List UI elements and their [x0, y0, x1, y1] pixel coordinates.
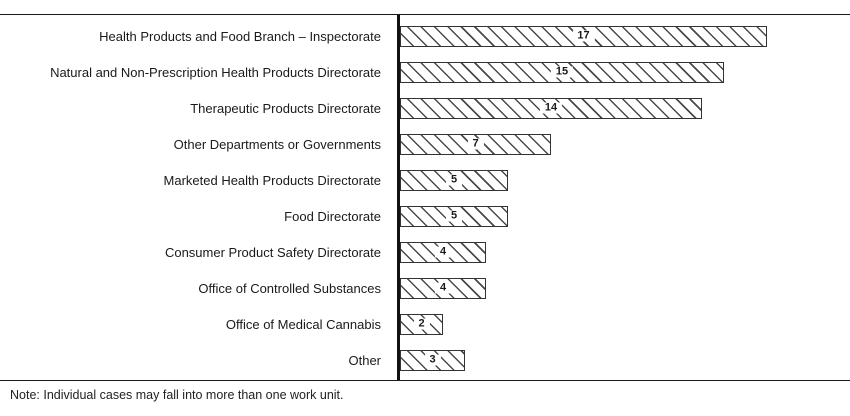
bar-cell: 14	[390, 97, 850, 119]
category-label: Other	[348, 352, 381, 368]
bar-cell: 2	[390, 313, 850, 335]
bar: 4	[400, 277, 486, 299]
bar-cell: 7	[390, 133, 850, 155]
bar: 17	[400, 25, 767, 47]
bar-value-label: 3	[424, 354, 441, 366]
bar-cell: 15	[390, 61, 850, 83]
category-label: Office of Controlled Substances	[198, 280, 381, 296]
bar: 3	[400, 349, 465, 371]
bar-value-label: 7	[467, 138, 484, 150]
chart-row: Food Directorate 5	[0, 198, 850, 234]
bar: 14	[400, 97, 702, 119]
bar-cell: 17	[390, 25, 850, 47]
bar-value-label: 5	[445, 210, 463, 222]
chart-rows: Health Products and Food Branch – Inspec…	[0, 18, 850, 378]
bar-cell: 3	[390, 349, 850, 371]
bottom-rule	[0, 380, 850, 381]
chart-row: Other 3	[0, 342, 850, 378]
bar: 7	[400, 133, 551, 155]
top-rule	[0, 14, 850, 15]
bar-cell: 5	[390, 169, 850, 191]
bar-value-label: 15	[550, 66, 574, 78]
bar-cell: 4	[390, 241, 850, 263]
chart-row: Natural and Non-Prescription Health Prod…	[0, 54, 850, 90]
bar: 4	[400, 241, 486, 263]
bar: 5	[400, 205, 508, 227]
category-label: Marketed Health Products Directorate	[163, 172, 381, 188]
chart-row: Office of Controlled Substances 4	[0, 270, 850, 306]
plot-area: Health Products and Food Branch – Inspec…	[0, 15, 850, 380]
bar-value-label: 17	[572, 30, 595, 42]
bar-cell: 4	[390, 277, 850, 299]
bar-value-label: 5	[445, 174, 463, 186]
category-label: Therapeutic Products Directorate	[190, 100, 381, 116]
chart-row: Consumer Product Safety Directorate 4	[0, 234, 850, 270]
category-label: Health Products and Food Branch – Inspec…	[99, 28, 381, 44]
chart-note: Note: Individual cases may fall into mor…	[10, 388, 344, 402]
chart-row: Therapeutic Products Directorate 14	[0, 90, 850, 126]
chart-row: Office of Medical Cannabis 2	[0, 306, 850, 342]
bar: 15	[400, 61, 724, 83]
bar-value-label: 4	[434, 246, 452, 258]
vertical-axis-line	[397, 15, 400, 380]
category-label: Other Departments or Governments	[173, 136, 381, 152]
chart-row: Health Products and Food Branch – Inspec…	[0, 18, 850, 54]
bar-value-label: 4	[434, 282, 452, 294]
bar-cell: 5	[390, 205, 850, 227]
bar-value-label: 14	[539, 102, 563, 114]
chart-row: Marketed Health Products Directorate 5	[0, 162, 850, 198]
chart-row: Other Departments or Governments 7	[0, 126, 850, 162]
category-label: Office of Medical Cannabis	[225, 316, 381, 332]
category-label: Food Directorate	[284, 208, 381, 224]
bar: 5	[400, 169, 508, 191]
bar: 2	[400, 313, 443, 335]
category-label: Natural and Non-Prescription Health Prod…	[50, 64, 381, 80]
bar-value-label: 2	[413, 318, 430, 330]
category-label: Consumer Product Safety Directorate	[164, 244, 381, 260]
